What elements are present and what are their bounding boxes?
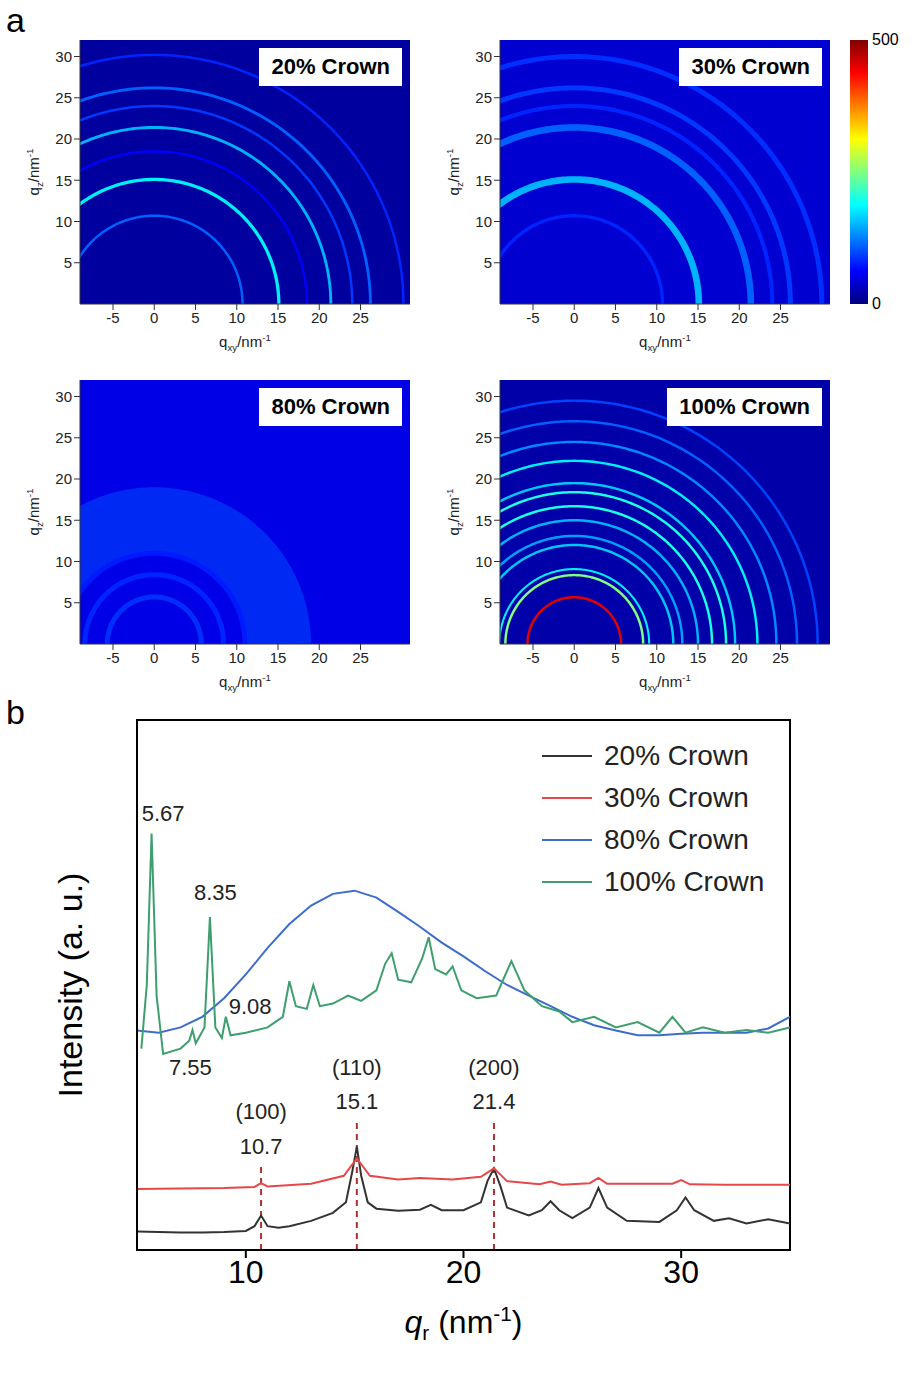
svg-text:-5: -5 [526, 649, 539, 666]
svg-text:0: 0 [570, 649, 578, 666]
svg-text:20: 20 [55, 470, 72, 487]
svg-text:20: 20 [446, 1254, 482, 1290]
svg-text:20: 20 [731, 649, 748, 666]
svg-text:15: 15 [270, 309, 287, 326]
svg-text:10: 10 [475, 553, 492, 570]
html-text:/nm: /nm [25, 157, 42, 183]
svg-text:15: 15 [690, 309, 707, 326]
svg-text:9.08: 9.08 [229, 994, 272, 1019]
html-text:qxy/nm-1: qxy/nm-1 [219, 672, 271, 693]
svg-text:0: 0 [150, 649, 158, 666]
html-text:100% Crown: 100% Crown [604, 866, 765, 897]
svg-text:7.55: 7.55 [169, 1055, 212, 1080]
html-text:qxy/nm-1: qxy/nm-1 [639, 332, 691, 353]
svg-text:8.35: 8.35 [194, 880, 237, 905]
svg-text:20: 20 [55, 130, 72, 147]
svg-text:-5: -5 [106, 649, 119, 666]
html-text:z: z [34, 182, 45, 188]
svg-text:25: 25 [475, 429, 492, 446]
svg-text:15: 15 [55, 512, 72, 529]
svg-text:(110): (110) [332, 1055, 382, 1080]
html-text:qr(nm-1): qr(nm-1) [404, 1302, 523, 1345]
svg-text:15: 15 [55, 172, 72, 189]
html-text:Intensity (a. u.): Intensity (a. u.) [51, 872, 89, 1098]
html-text:q: q [445, 527, 462, 536]
svg-text:25: 25 [352, 309, 369, 326]
svg-text:-5: -5 [106, 309, 119, 326]
html-text:-1: -1 [444, 148, 455, 158]
svg-text:15.1: 15.1 [335, 1089, 378, 1114]
html-text:80% Crown: 80% Crown [604, 824, 749, 855]
html-text:20% Crown: 20% Crown [604, 740, 749, 771]
svg-text:30: 30 [663, 1254, 699, 1290]
svg-text:5.67: 5.67 [142, 801, 185, 826]
html-text:q: q [25, 187, 42, 196]
svg-text:30: 30 [55, 388, 72, 405]
svg-text:15: 15 [270, 649, 287, 666]
svg-text:5: 5 [191, 309, 199, 326]
svg-text:10: 10 [228, 309, 245, 326]
html-text:qxy/nm-1: qxy/nm-1 [219, 332, 271, 353]
html-text:500: 500 [872, 31, 899, 48]
html-text:20% Crown: 20% Crown [271, 54, 390, 79]
svg-text:20: 20 [311, 309, 328, 326]
html-text:q: q [25, 527, 42, 536]
svg-text:25: 25 [772, 649, 789, 666]
svg-text:10: 10 [648, 649, 665, 666]
svg-text:10: 10 [648, 309, 665, 326]
svg-text:15: 15 [475, 172, 492, 189]
html-text:z: z [34, 522, 45, 528]
svg-text:5: 5 [191, 649, 199, 666]
svg-text:0: 0 [570, 309, 578, 326]
html-text:-1: -1 [444, 488, 455, 498]
html-text:0: 0 [872, 295, 881, 312]
svg-text:10: 10 [228, 1254, 264, 1290]
svg-text:20: 20 [475, 130, 492, 147]
svg-text:(200): (200) [468, 1055, 519, 1080]
svg-text:5: 5 [64, 254, 72, 271]
html-text:/nm: /nm [445, 497, 462, 523]
svg-text:15: 15 [690, 649, 707, 666]
html-text:qxy/nm-1: qxy/nm-1 [639, 672, 691, 693]
svg-text:15: 15 [475, 512, 492, 529]
svg-text:20: 20 [475, 470, 492, 487]
svg-text:21.4: 21.4 [473, 1089, 516, 1114]
svg-text:30: 30 [475, 48, 492, 65]
html-text:-1: -1 [24, 488, 35, 498]
svg-text:10.7: 10.7 [240, 1134, 283, 1159]
html-text:80% Crown: 80% Crown [271, 394, 390, 419]
svg-text:10: 10 [55, 553, 72, 570]
svg-text:5: 5 [484, 594, 492, 611]
svg-text:(100): (100) [235, 1099, 286, 1124]
svg-text:20: 20 [311, 649, 328, 666]
svg-text:30: 30 [55, 48, 72, 65]
html-text:b: b [6, 693, 25, 731]
svg-text:25: 25 [772, 309, 789, 326]
svg-text:-5: -5 [526, 309, 539, 326]
svg-text:10: 10 [228, 649, 245, 666]
html-text:/nm: /nm [25, 497, 42, 523]
html-text:/nm: /nm [445, 157, 462, 183]
svg-text:10: 10 [475, 213, 492, 230]
html-text:100% Crown: 100% Crown [679, 394, 810, 419]
html-text:q: q [445, 187, 462, 196]
html-text:30% Crown: 30% Crown [691, 54, 810, 79]
svg-text:5: 5 [611, 649, 619, 666]
html-text:30% Crown: 30% Crown [604, 782, 749, 813]
html-text:z: z [454, 522, 465, 528]
svg-text:25: 25 [55, 89, 72, 106]
svg-text:5: 5 [64, 594, 72, 611]
html-text:a: a [6, 1, 25, 39]
svg-text:10: 10 [55, 213, 72, 230]
html-text:-1: -1 [24, 148, 35, 158]
svg-text:20: 20 [731, 309, 748, 326]
html-text:z: z [454, 182, 465, 188]
svg-text:25: 25 [55, 429, 72, 446]
svg-text:5: 5 [611, 309, 619, 326]
svg-text:30: 30 [475, 388, 492, 405]
svg-text:25: 25 [352, 649, 369, 666]
svg-text:0: 0 [150, 309, 158, 326]
svg-text:5: 5 [484, 254, 492, 271]
svg-text:25: 25 [475, 89, 492, 106]
